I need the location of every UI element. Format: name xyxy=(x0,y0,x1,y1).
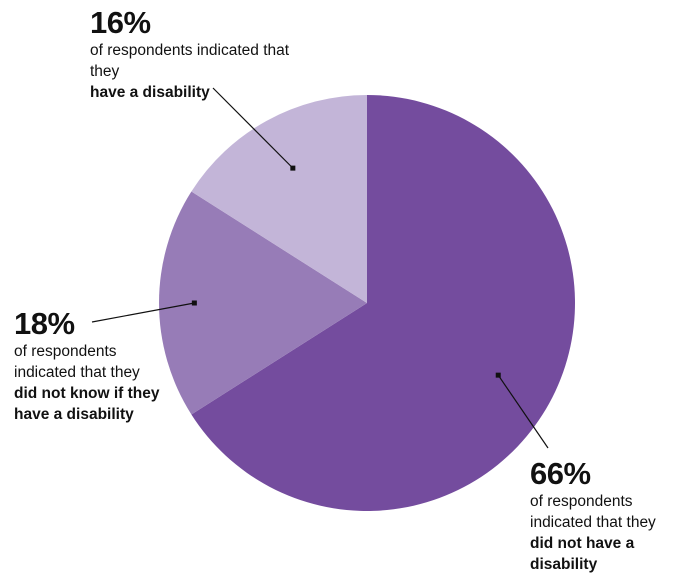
callout-did-not-know: 18% of respondents indicated that they d… xyxy=(14,307,174,425)
slice-label-did-not-know: 18% xyxy=(14,306,75,341)
slice-description-have-disability: of respondents indicated that they have … xyxy=(90,42,290,101)
slice-label-have-disability: 16% xyxy=(90,5,151,40)
slice-label-no-disability: 66% xyxy=(530,456,591,491)
slice-no-disability xyxy=(191,95,575,511)
callout-have-disability: 16% of respondents indicated that they h… xyxy=(90,6,290,103)
leader-marker xyxy=(290,165,296,171)
leader-line xyxy=(212,87,294,169)
slice-description-did-not-know: of respondents indicated that they did n… xyxy=(14,343,160,423)
callout-no-disability: 66% of respondents indicated that they d… xyxy=(530,457,696,575)
slice-description-no-disability: of respondents indicated that they did n… xyxy=(530,493,656,573)
leader-marker xyxy=(191,300,197,306)
leader-line xyxy=(497,374,549,449)
leader-marker xyxy=(495,372,501,378)
leader-line xyxy=(91,302,195,323)
slice-have-disability xyxy=(191,95,367,303)
slice-did-not-know xyxy=(159,191,367,415)
